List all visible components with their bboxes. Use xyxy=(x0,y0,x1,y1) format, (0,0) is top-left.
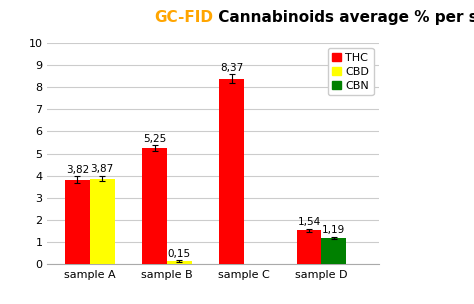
Bar xyxy=(219,79,244,264)
Text: 0,15: 0,15 xyxy=(168,249,191,259)
Text: 3,87: 3,87 xyxy=(91,164,114,174)
Text: GC-FID: GC-FID xyxy=(155,10,213,25)
Text: 1,19: 1,19 xyxy=(322,225,345,235)
Bar xyxy=(297,230,321,264)
Text: Cannabinoids average % per sample: Cannabinoids average % per sample xyxy=(213,10,474,25)
Bar xyxy=(65,180,90,264)
Bar xyxy=(142,148,167,264)
Text: 1,54: 1,54 xyxy=(297,217,320,227)
Bar xyxy=(167,261,191,264)
Bar xyxy=(90,178,115,264)
Bar xyxy=(321,238,346,264)
Text: 3,82: 3,82 xyxy=(66,165,89,175)
Text: 8,37: 8,37 xyxy=(220,63,244,73)
Text: 5,25: 5,25 xyxy=(143,134,166,144)
Legend: THC, CBD, CBN: THC, CBD, CBN xyxy=(328,48,374,95)
